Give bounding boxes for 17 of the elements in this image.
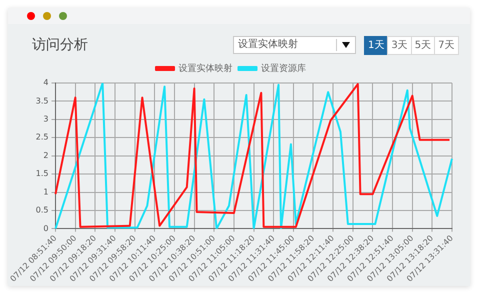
y-tick-label: 0 bbox=[43, 224, 49, 233]
y-tick-label: 4 bbox=[43, 78, 49, 88]
legend-label: 设置实体映射 bbox=[178, 62, 232, 74]
chart-title: 访问分析 bbox=[32, 36, 88, 54]
y-tick-label: 0.5 bbox=[36, 206, 49, 215]
y-tick-label: 1 bbox=[43, 187, 49, 196]
y-tick-label: 3 bbox=[43, 114, 49, 124]
y-tick-label: 2.5 bbox=[36, 132, 49, 142]
legend-label: 设置资源库 bbox=[261, 62, 306, 74]
y-tick-label: 3.5 bbox=[36, 96, 49, 106]
text: 7天 bbox=[434, 36, 458, 55]
text: 1天 bbox=[364, 36, 388, 55]
text: 5天 bbox=[410, 36, 436, 55]
y-tick-label: 1.5 bbox=[36, 169, 49, 178]
text: 3天 bbox=[387, 36, 412, 55]
text: 设置实体映射 bbox=[238, 39, 298, 50]
y-tick-label: 2 bbox=[43, 150, 49, 160]
